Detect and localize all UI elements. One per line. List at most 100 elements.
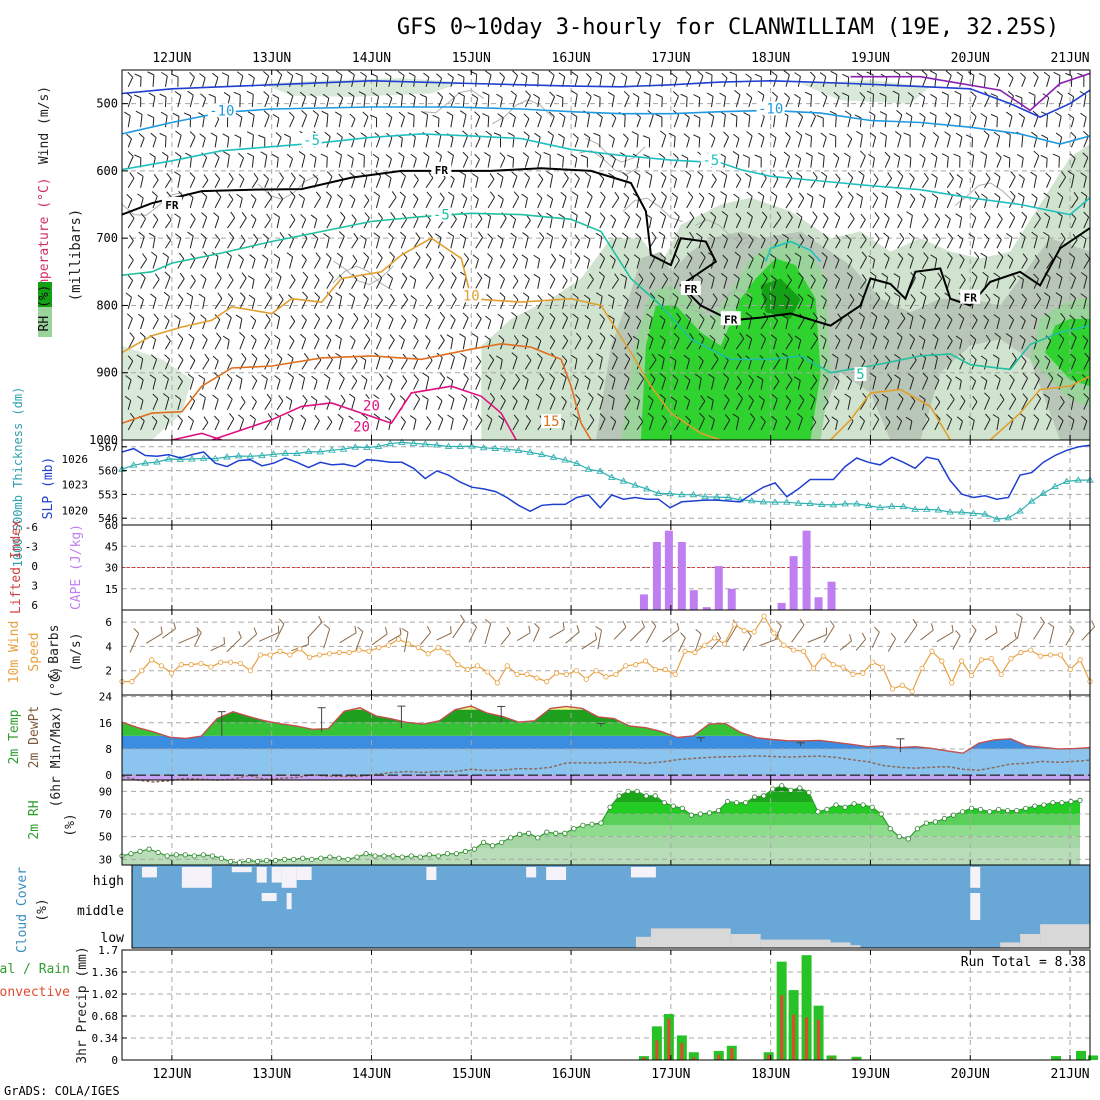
wind-barb-flag <box>709 132 716 139</box>
wind-barb <box>338 318 344 330</box>
wind-barb-flag <box>525 90 531 97</box>
wind-barb-flag <box>312 110 319 116</box>
wind-barb <box>959 279 966 289</box>
wind-barb <box>959 136 963 148</box>
wind-barb <box>698 319 705 330</box>
wind-barb-flag <box>598 271 605 277</box>
wind-barb-flag <box>384 416 392 421</box>
wind-barb <box>1021 135 1024 148</box>
wind-barb-flag <box>363 315 370 322</box>
wind-barb-flag <box>301 110 308 116</box>
low-cloud-gap <box>730 934 761 948</box>
wind-barb-flag <box>905 112 913 117</box>
rh-marker <box>471 846 478 852</box>
wind-barb <box>338 338 342 350</box>
wind-barb-flag <box>575 394 581 401</box>
wind-barb <box>884 237 890 249</box>
wind-barb <box>661 377 667 390</box>
wind-barb-flag <box>413 374 419 381</box>
wind-barb-flag <box>695 629 702 635</box>
rh-marker <box>860 802 866 808</box>
wind-barb <box>1021 279 1024 289</box>
wind-barb <box>872 376 877 390</box>
wind-barb <box>785 338 793 350</box>
wind-barb-flag <box>384 627 388 635</box>
wind-barb-flag <box>533 273 541 279</box>
wind-barb-flag <box>201 212 208 218</box>
wind-barb-flag <box>438 251 445 258</box>
wind-barb-flag <box>324 131 331 138</box>
wind-barb-flag <box>152 393 159 400</box>
wind-barb <box>773 195 778 209</box>
wind-barb <box>512 219 517 229</box>
wind-barb <box>835 74 838 87</box>
wind-barb <box>946 178 954 189</box>
wind-barb <box>388 97 393 108</box>
wind-barb <box>748 97 753 108</box>
wind-barb-flag <box>721 273 728 278</box>
wind-barb-flag <box>201 334 208 340</box>
wind-barb <box>859 337 865 350</box>
contour-label: -5 <box>433 208 450 224</box>
wind-barb-flag <box>970 91 977 97</box>
wind-barb-flag <box>924 413 930 420</box>
wind-barb-flag <box>262 254 269 260</box>
wind-barb-flag <box>409 415 417 420</box>
wind-barb-flag <box>335 334 342 340</box>
wind-barb-flag <box>785 415 791 422</box>
wind-barb <box>177 278 185 289</box>
wind-barb <box>239 419 245 431</box>
wind-barb <box>524 278 530 289</box>
wind-barb-flag <box>166 172 172 180</box>
wind-barb <box>562 360 568 370</box>
wind-barb <box>748 359 752 370</box>
rh-marker <box>399 854 405 860</box>
wind-barb-flag <box>599 252 605 259</box>
wind-speed-marker <box>850 671 856 677</box>
rh-marker <box>498 839 505 845</box>
thickness-marker <box>211 454 220 462</box>
wind-barb <box>140 218 147 229</box>
wind-barb-flag <box>412 193 419 200</box>
wind-barb <box>822 137 827 148</box>
wind-barb <box>859 219 866 229</box>
wind-barb-flag <box>450 254 456 261</box>
wind-barb-flag <box>1080 191 1088 197</box>
wind-barb-flag <box>757 191 765 197</box>
wind-barb <box>1083 258 1090 269</box>
wind-barb-flag <box>722 254 729 261</box>
wind-barb-flag <box>1067 170 1075 176</box>
wind-barb-flag <box>671 192 678 198</box>
wind-barb <box>189 317 196 330</box>
wind-barb <box>152 74 155 87</box>
wind-barb-flag <box>558 213 565 219</box>
wind-barb <box>338 97 344 108</box>
wind-barb-flag <box>576 332 582 339</box>
wind-barb <box>922 219 929 229</box>
wind-barb <box>1083 420 1088 431</box>
wind-barb-flag <box>730 112 738 117</box>
wind-barb <box>611 219 617 229</box>
wind-barb-flag <box>746 131 753 137</box>
wind-barb-flag <box>1067 393 1074 399</box>
wind-barb-flag <box>743 112 751 117</box>
wind-barb-flag <box>124 395 132 401</box>
wind-barb-flag <box>199 73 206 79</box>
wind-barb <box>797 277 804 289</box>
wind-barb <box>673 338 680 350</box>
wind-barb-flag <box>159 93 167 98</box>
wind-speed-marker <box>583 676 589 682</box>
wind-barb <box>785 137 791 148</box>
rh-marker <box>381 853 387 859</box>
wind-barb-flag <box>668 132 676 137</box>
wind-barb <box>946 399 955 411</box>
wind-barb <box>984 340 991 350</box>
run-total: Run Total = 8.38 <box>961 955 1086 970</box>
wind-barb <box>574 418 579 431</box>
wind-barb-flag <box>279 172 284 179</box>
wind-barb <box>1016 617 1023 639</box>
wind-barb <box>500 117 504 128</box>
wind-barb-flag <box>1028 91 1036 96</box>
wind-barb <box>636 320 642 330</box>
contour-label-bg <box>431 207 452 222</box>
